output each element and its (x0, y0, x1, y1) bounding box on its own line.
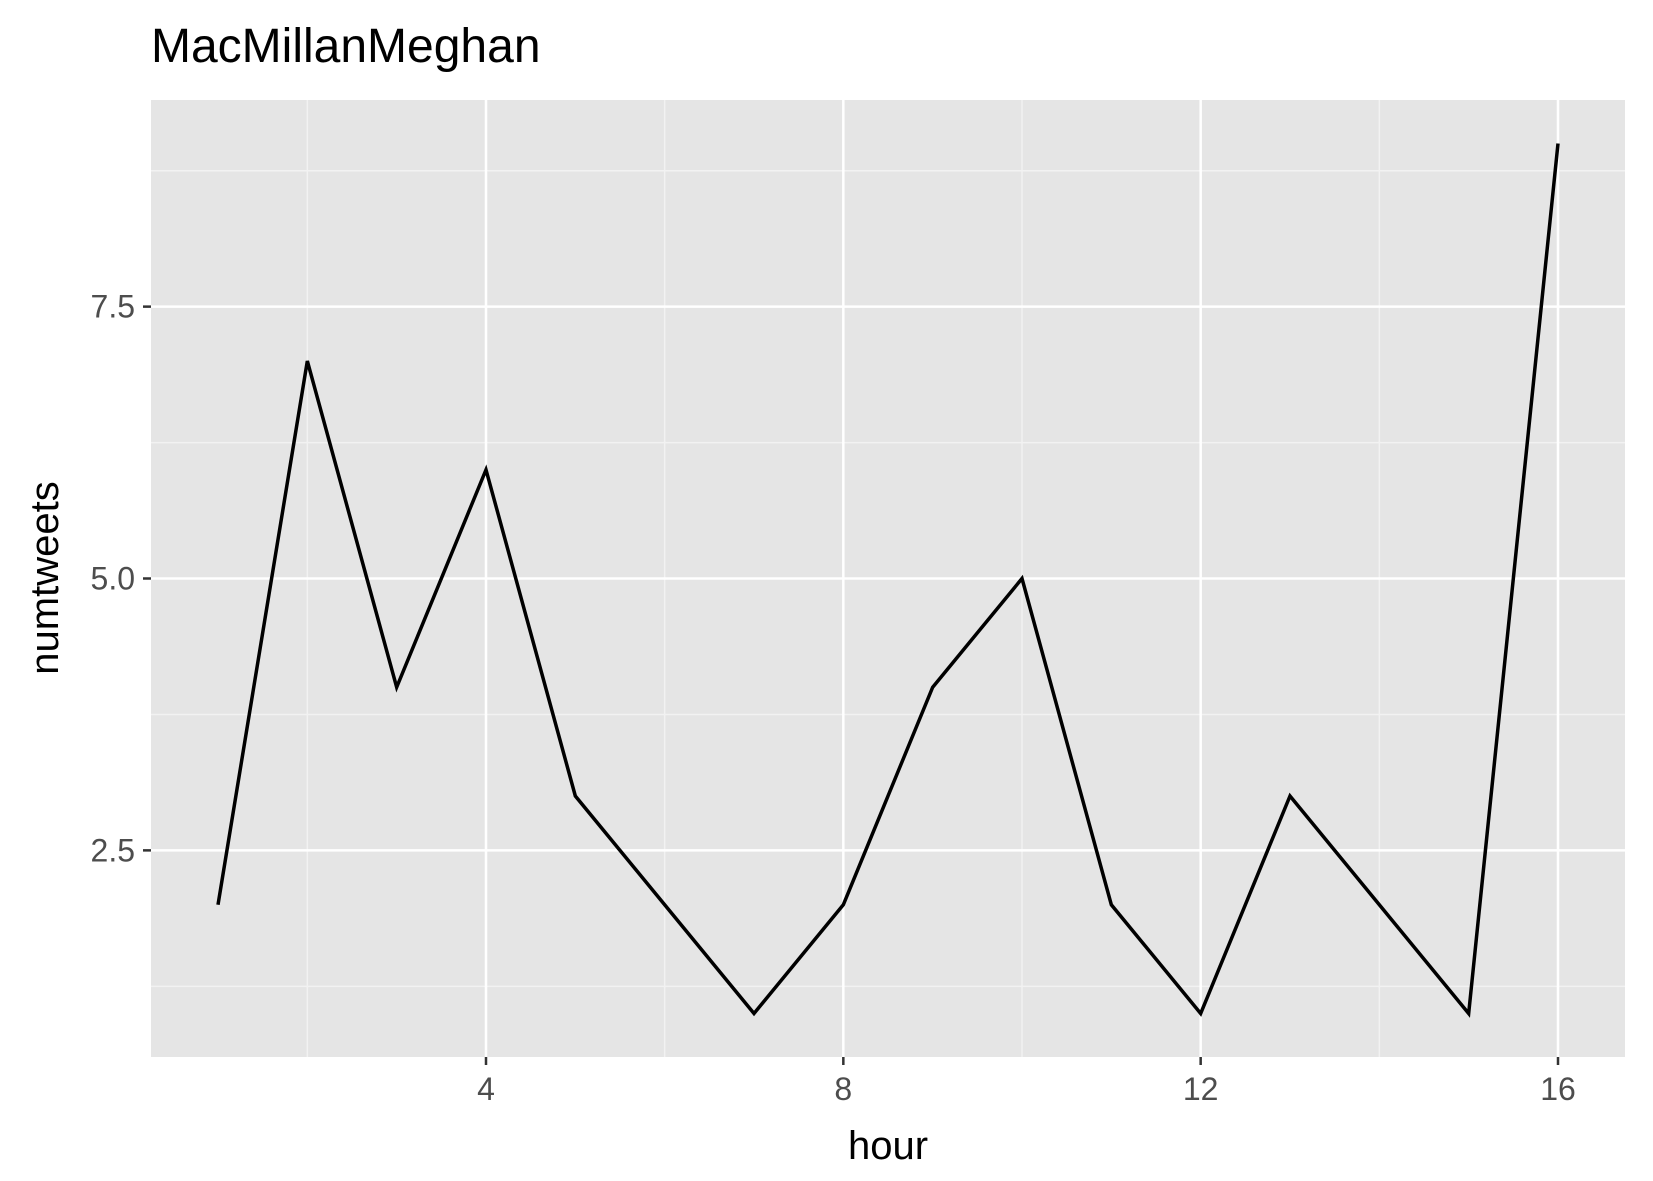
x-tick-label: 4 (477, 1071, 495, 1107)
x-axis-title: hour (848, 1124, 928, 1168)
x-tick-label: 16 (1540, 1071, 1576, 1107)
series-layer (216, 143, 1560, 1018)
y-tick-label: 7.5 (91, 289, 135, 325)
x-axis: 4 8 12 16 (477, 1057, 1576, 1107)
chart-title: MacMillanMeghan (151, 20, 541, 73)
x-tick-label: 12 (1183, 1071, 1219, 1107)
series-line (216, 143, 1560, 1018)
y-axis-title: numtweets (23, 481, 67, 674)
y-tick-label: 5.0 (91, 561, 135, 597)
major-gridlines (151, 100, 1625, 1057)
y-axis: 2.5 5.0 7.5 (91, 289, 151, 868)
x-tick-label: 8 (834, 1071, 852, 1107)
y-tick-label: 2.5 (91, 832, 135, 868)
